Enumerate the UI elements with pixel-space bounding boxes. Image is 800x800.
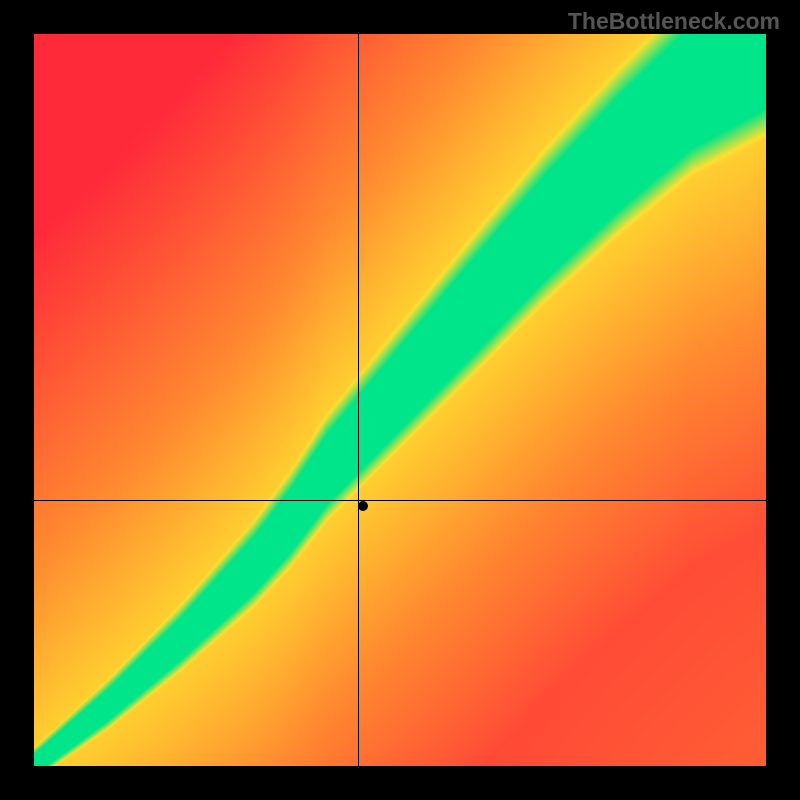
chart-container: TheBottleneck.com bbox=[0, 0, 800, 800]
crosshair-vertical bbox=[358, 34, 359, 766]
heatmap-plot bbox=[34, 34, 766, 766]
crosshair-horizontal bbox=[34, 500, 766, 501]
watermark-text: TheBottleneck.com bbox=[568, 8, 780, 35]
marker-dot bbox=[358, 501, 368, 511]
